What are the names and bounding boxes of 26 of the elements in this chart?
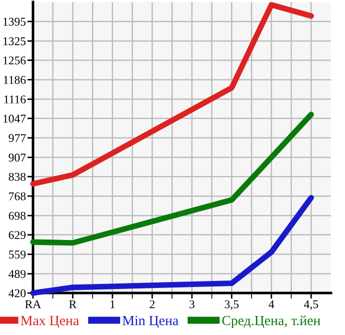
y-tick-label: 838 [8,172,26,181]
y-tick-label: 629 [8,231,26,240]
y-tick-label: 1186 [4,76,26,84]
y-tick-label: 1325 [3,37,26,46]
x-tick-label: RA [25,300,42,308]
x-tick-label: 4 [268,300,274,308]
y-tick-label: 698 [8,212,26,220]
y-tick-label: 907 [8,154,26,162]
y-tick-label: 1395 [3,18,26,26]
y-tick-label: 768 [9,192,26,200]
legend-label: Сред.Цена, т.йен [222,316,320,328]
x-tick-label: 3,5 [224,300,239,310]
y-tick-label: 1047 [3,114,26,123]
legend-label: Max Цена [20,316,79,328]
y-tick-label: 1116 [4,95,26,104]
y-tick-label: 559 [9,250,26,259]
y-tick-label: 977 [8,134,26,142]
x-tick-label: R [69,300,77,308]
x-tick-label: 4,5 [304,300,318,310]
legend-label: Min Цена [122,316,178,328]
y-tick-label: 489 [8,270,26,278]
x-tick-label: 2 [150,300,154,308]
y-tick-label: 1256 [3,56,26,64]
x-tick-label: 3 [190,300,194,308]
x-tick-label: 1 [110,300,115,308]
y-tick-label: 420 [8,289,26,298]
